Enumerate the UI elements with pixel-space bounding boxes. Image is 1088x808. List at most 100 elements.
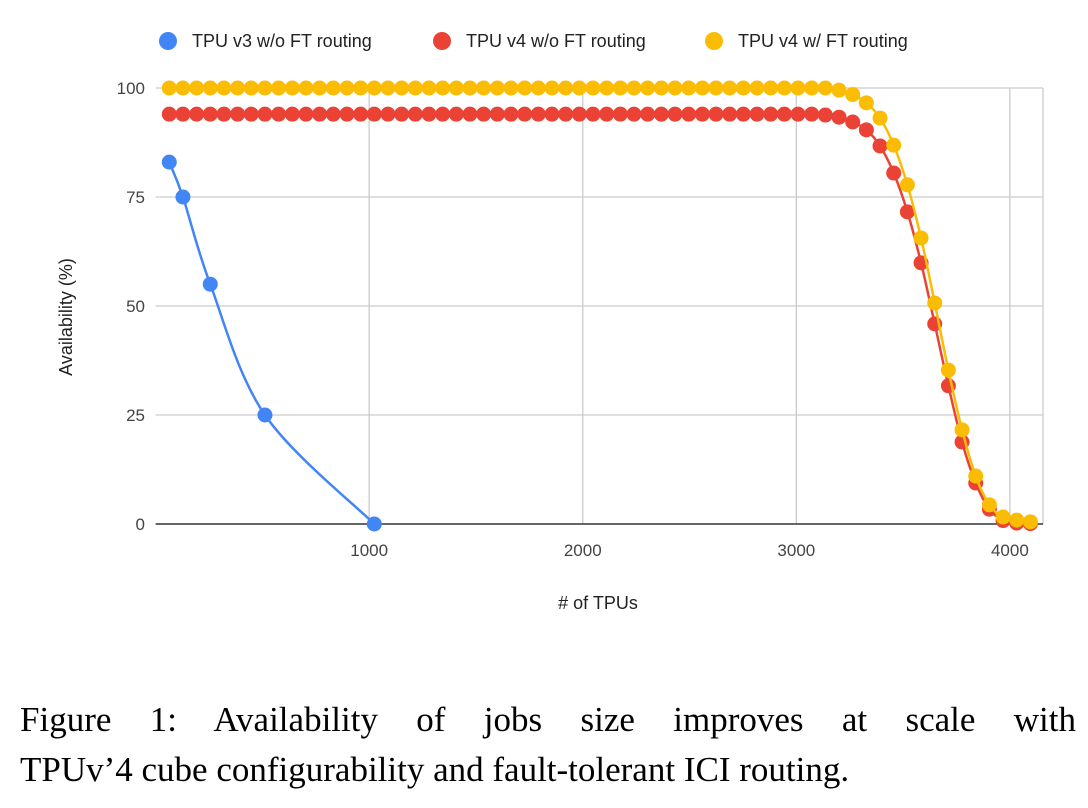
data-point <box>667 106 683 122</box>
data-point <box>913 230 929 246</box>
data-point <box>886 137 902 153</box>
data-point <box>708 80 724 96</box>
data-point <box>653 106 669 122</box>
data-point <box>435 106 451 122</box>
data-point <box>1009 512 1025 528</box>
data-point <box>448 80 464 96</box>
data-point <box>530 80 546 96</box>
y-axis-label: Availability (%) <box>56 258 76 376</box>
data-point <box>462 106 478 122</box>
series-line <box>168 161 376 525</box>
data-point <box>872 110 888 126</box>
data-point <box>216 80 232 96</box>
legend-label: TPU v4 w/ FT routing <box>738 31 908 51</box>
data-point <box>202 106 218 122</box>
data-point <box>981 497 997 513</box>
data-point <box>722 106 738 122</box>
x-axis-label: # of TPUs <box>558 593 638 613</box>
data-point <box>968 468 984 484</box>
data-point <box>626 80 642 96</box>
data-point <box>517 80 533 96</box>
y-tick-label: 100 <box>117 79 145 98</box>
figure-caption-line-2: TPUv’4 cube configurability and fault-to… <box>20 750 850 789</box>
data-point <box>735 106 751 122</box>
data-point <box>243 80 259 96</box>
data-point <box>230 106 246 122</box>
data-point <box>612 106 628 122</box>
data-point <box>544 106 560 122</box>
series-3 <box>161 80 1038 530</box>
series-line <box>169 112 1031 525</box>
availability-chart: 0 25 50 75 100 1000 2000 3000 4000 TPU v3 w/o FT… <box>56 31 1044 613</box>
data-point <box>653 80 669 96</box>
data-point <box>681 80 697 96</box>
data-point <box>353 106 369 122</box>
data-point <box>763 106 779 122</box>
data-point <box>995 509 1011 525</box>
data-point <box>161 80 177 96</box>
data-point <box>161 106 177 122</box>
data-point <box>708 106 724 122</box>
data-point <box>298 80 314 96</box>
data-point <box>804 106 820 122</box>
data-point <box>284 106 300 122</box>
data-point <box>886 165 902 181</box>
data-point <box>435 80 451 96</box>
legend-marker <box>705 32 723 50</box>
data-point <box>599 80 615 96</box>
data-point <box>749 80 765 96</box>
data-point <box>257 80 273 96</box>
y-tick-label: 75 <box>126 188 145 207</box>
data-point <box>694 106 710 122</box>
data-point <box>940 362 956 378</box>
data-point <box>599 106 615 122</box>
data-point <box>366 106 382 122</box>
data-point <box>366 80 382 96</box>
data-point <box>503 80 519 96</box>
series-line <box>169 86 1031 524</box>
figure-caption-line-1: Figure 1: Availability of jobs size impr… <box>20 700 1076 739</box>
data-point <box>230 80 246 96</box>
data-point <box>585 80 601 96</box>
data-point <box>858 95 874 111</box>
data-point <box>927 295 943 311</box>
data-point <box>899 177 915 193</box>
data-point <box>312 80 328 96</box>
data-point <box>1022 514 1038 530</box>
legend-label: TPU v4 w/o FT routing <box>466 31 646 51</box>
data-point <box>899 204 915 220</box>
data-point <box>421 106 437 122</box>
data-point <box>858 122 874 138</box>
data-point <box>202 276 218 292</box>
data-point <box>476 80 492 96</box>
y-tick-label: 50 <box>126 297 145 316</box>
data-point <box>312 106 328 122</box>
data-point <box>804 80 820 96</box>
x-tick-label: 3000 <box>777 541 815 560</box>
data-point <box>175 106 191 122</box>
data-point <box>817 107 833 123</box>
data-point <box>216 106 232 122</box>
data-point <box>694 80 710 96</box>
data-point <box>380 80 396 96</box>
data-point <box>394 106 410 122</box>
data-point <box>243 106 259 122</box>
data-point <box>790 106 806 122</box>
series-2 <box>161 106 1038 532</box>
data-point <box>189 106 205 122</box>
data-point <box>394 80 410 96</box>
data-point <box>353 80 369 96</box>
legend: TPU v3 w/o FT routing TPU v4 w/o FT routi… <box>159 31 908 51</box>
data-point <box>489 106 505 122</box>
data-point <box>681 106 697 122</box>
data-point <box>722 80 738 96</box>
data-point <box>544 80 560 96</box>
data-point <box>175 189 191 205</box>
x-tick-label: 4000 <box>991 541 1029 560</box>
data-point <box>284 80 300 96</box>
data-point <box>271 106 287 122</box>
data-point <box>298 106 314 122</box>
data-point <box>189 80 205 96</box>
data-point <box>845 114 861 130</box>
data-point <box>817 80 833 96</box>
